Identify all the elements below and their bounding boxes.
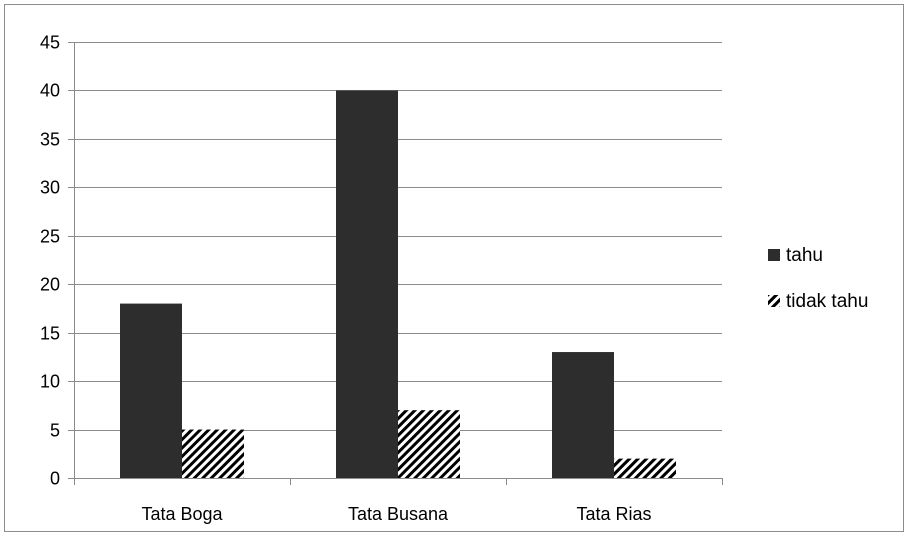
y-tick-label: 5 xyxy=(50,421,60,441)
bar-tahu-tata-busana xyxy=(336,90,398,478)
y-tick-label: 40 xyxy=(40,81,60,101)
bar-tidak-tahu-tata-busana xyxy=(398,410,460,478)
x-tick-label: Tata Rias xyxy=(576,504,651,524)
bar-tidak-tahu-tata-boga xyxy=(182,429,244,478)
y-tick-label: 25 xyxy=(40,227,60,247)
y-tick-label: 35 xyxy=(40,130,60,150)
bar-tidak-tahu-tata-rias xyxy=(614,458,676,478)
tick-labels: 0 5 10 15 20 25 30 35 40 45 Tata Boga Tata Busana Ta… xyxy=(40,33,652,525)
y-tick-label: 20 xyxy=(40,275,60,295)
bar-tahu-tata-rias xyxy=(552,352,614,478)
bars xyxy=(120,90,676,478)
axes xyxy=(68,42,723,485)
y-tick-label: 45 xyxy=(40,33,60,53)
legend-label-tahu: tahu xyxy=(786,245,823,266)
y-tick-label: 15 xyxy=(40,324,60,344)
legend: tahu tidak tahu xyxy=(768,245,868,312)
y-tick-label: 30 xyxy=(40,178,60,198)
legend-label-tidak-tahu: tidak tahu xyxy=(786,291,868,312)
x-tick-label: Tata Busana xyxy=(348,504,449,524)
legend-swatch-tahu xyxy=(768,249,780,261)
y-tick-label: 10 xyxy=(40,372,60,392)
bar-tahu-tata-boga xyxy=(120,303,182,478)
x-tick-label: Tata Boga xyxy=(141,504,223,524)
legend-swatch-tidak-tahu xyxy=(768,295,780,307)
y-tick-label: 0 xyxy=(50,469,60,489)
